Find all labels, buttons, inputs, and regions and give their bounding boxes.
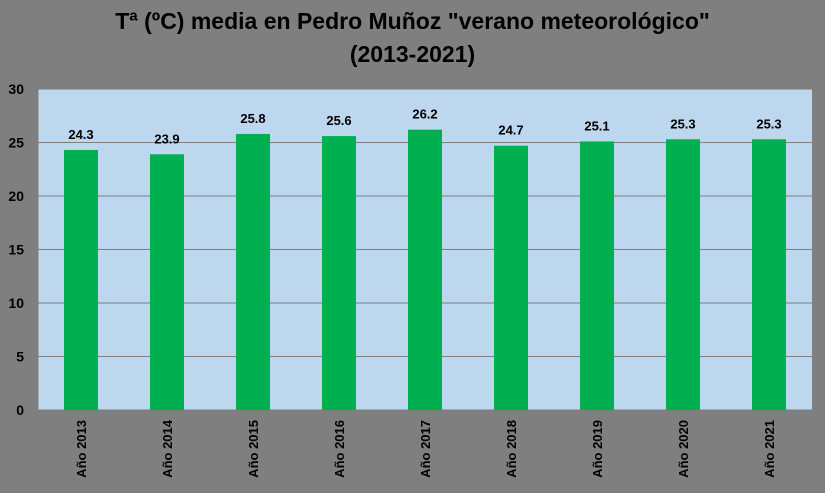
bar-3 [322, 136, 356, 410]
bar-0 [64, 149, 98, 411]
bar-6 [580, 141, 614, 410]
data-label-1: 23.9 [154, 131, 179, 146]
y-tick-label: 10 [8, 295, 24, 311]
bars [64, 129, 786, 411]
bar-1 [150, 154, 184, 410]
data-label-0: 24.3 [68, 127, 93, 142]
x-tick-label-6: Año 2019 [590, 420, 605, 478]
chart-subtitle: (2013-2021) [349, 41, 476, 67]
data-label-2: 25.8 [240, 111, 265, 126]
data-label-5: 24.7 [498, 123, 523, 138]
data-label-8: 25.3 [756, 116, 781, 131]
chart-title: Tª (ºC) media en Pedro Muñoz "verano met… [115, 8, 710, 34]
x-tick-label-3: Año 2016 [332, 420, 347, 478]
x-tick-label-7: Año 2020 [676, 420, 691, 478]
data-label-4: 26.2 [412, 107, 437, 122]
x-tick-label-0: Año 2013 [74, 420, 89, 478]
y-axis: 0 5 10 15 20 25 30 [8, 81, 39, 418]
bar-8 [752, 139, 786, 411]
x-tick-label-8: Año 2021 [762, 420, 777, 478]
x-tick-label-1: Año 2014 [160, 419, 175, 478]
y-tick-label: 15 [8, 242, 24, 258]
bar-5 [494, 145, 528, 410]
x-axis: Año 2013 Año 2014 Año 2015 Año 2016 Año 2017… [74, 419, 777, 478]
y-tick-label: 25 [8, 135, 24, 151]
data-label-7: 25.3 [670, 116, 695, 131]
data-labels: 24.3 23.9 25.8 25.6 26.2 24.7 25.1 25.3 25.3 [68, 107, 781, 147]
x-tick-label-5: Año 2018 [504, 420, 519, 478]
bar-4 [408, 129, 442, 410]
data-label-6: 25.1 [584, 118, 609, 133]
bar-7 [666, 139, 700, 411]
bar-2 [236, 133, 270, 410]
x-tick-label-2: Año 2015 [246, 420, 261, 478]
y-tick-label: 20 [8, 188, 24, 204]
y-tick-label: 5 [16, 349, 24, 365]
y-tick-label: 0 [16, 402, 24, 418]
y-tick-label: 30 [8, 81, 24, 97]
x-tick-label-4: Año 2017 [418, 420, 433, 478]
data-label-3: 25.6 [326, 113, 351, 128]
